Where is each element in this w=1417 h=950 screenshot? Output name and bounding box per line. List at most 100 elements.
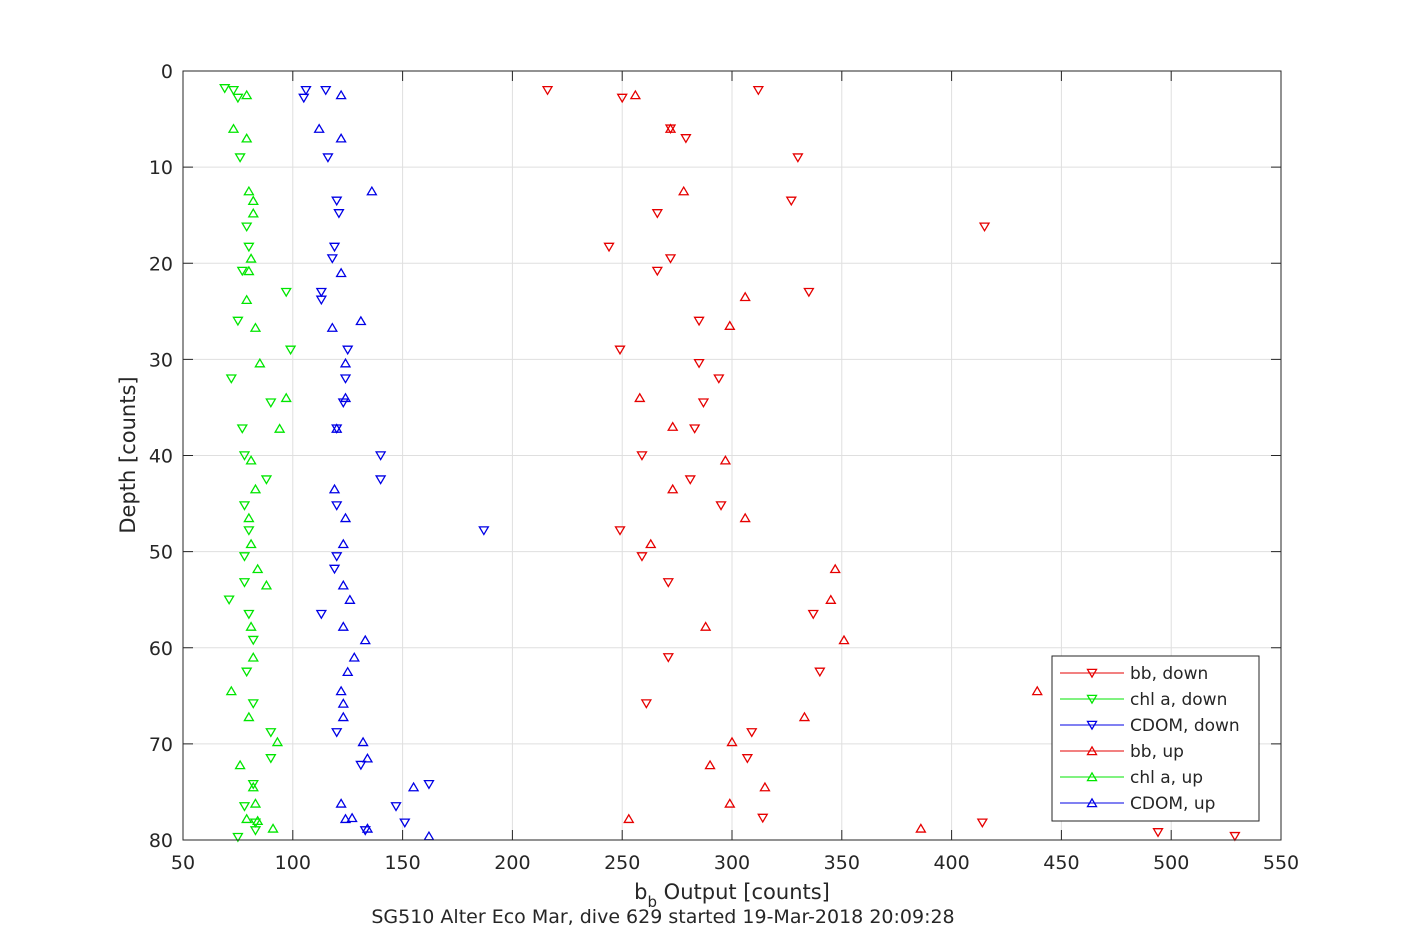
data-point: [315, 295, 327, 306]
series-bb-up: [623, 89, 1043, 833]
data-point: [243, 512, 255, 523]
data-point: [700, 621, 712, 631]
y-axis-ticks: 0 10 20 30 40 50 60 70 80: [149, 61, 1281, 852]
data-point: [280, 287, 292, 298]
data-point: [247, 635, 259, 646]
data-point: [346, 812, 358, 823]
data-point: [704, 759, 716, 770]
data-point: [335, 685, 347, 696]
data-point: [357, 736, 369, 747]
data-point: [634, 392, 646, 403]
data-point: [664, 254, 677, 264]
data-point: [724, 320, 736, 330]
data-point: [915, 823, 927, 833]
data-point: [623, 813, 635, 824]
x-tick-label: 300: [714, 852, 750, 874]
series-cdom-up: [313, 89, 435, 841]
legend-entry-label: chl a, down: [1130, 690, 1227, 710]
data-point: [423, 779, 435, 790]
data-point: [249, 798, 262, 808]
data-point: [807, 609, 819, 620]
legend-marker: [1086, 745, 1098, 756]
data-point: [241, 132, 253, 143]
data-point: [249, 818, 262, 829]
data-point: [759, 781, 771, 792]
data-point: [326, 254, 338, 264]
legend-box: [1051, 655, 1260, 822]
legend-entry-label: CDOM, down: [1130, 716, 1240, 736]
data-point: [238, 552, 251, 562]
x-tick-label: 400: [933, 852, 969, 874]
data-point: [252, 563, 264, 574]
data-point: [236, 266, 248, 277]
data-points: [219, 84, 1241, 843]
data-point: [315, 609, 327, 620]
legend: bb, down chl a, down CDOM, down bb, up chl a…: [1051, 655, 1260, 822]
data-point: [260, 475, 273, 485]
data-point: [339, 392, 352, 403]
data-point: [245, 538, 257, 549]
data-point: [375, 475, 387, 485]
x-tick-label: 100: [275, 852, 311, 874]
data-point: [838, 634, 850, 645]
data-point: [359, 826, 371, 836]
x-axis-ticks: 50 100 150 200 250 300 350 400 450 500 550: [171, 71, 1299, 874]
data-point: [260, 579, 273, 590]
data-point: [247, 652, 259, 662]
data-point: [247, 195, 259, 206]
x-axis-label: bb Output [counts]: [634, 880, 830, 911]
data-point: [741, 754, 754, 764]
data-point: [300, 85, 312, 96]
data-point: [792, 153, 804, 163]
data-point: [693, 316, 705, 327]
data-point: [337, 711, 349, 722]
data-point: [241, 222, 253, 233]
data-point: [335, 798, 347, 808]
data-point: [616, 93, 628, 104]
x-tick-label: 200: [494, 852, 530, 874]
data-point: [739, 291, 751, 302]
data-point: [339, 512, 352, 523]
data-point: [298, 93, 310, 104]
data-point: [339, 374, 352, 384]
data-point: [337, 621, 349, 631]
data-point: [399, 818, 411, 829]
y-tick-label: 20: [149, 253, 173, 275]
data-point: [249, 483, 262, 494]
data-point: [247, 699, 259, 709]
data-point: [234, 153, 246, 163]
data-point: [645, 538, 657, 549]
data-point: [243, 185, 255, 196]
data-point: [243, 609, 255, 620]
data-point: [757, 813, 769, 824]
data-point: [320, 85, 332, 96]
data-point: [245, 253, 257, 263]
data-point: [243, 265, 255, 276]
data-point: [680, 134, 692, 144]
data-point: [271, 736, 284, 747]
data-point: [335, 267, 347, 278]
data-point: [355, 760, 367, 771]
data-point: [339, 357, 352, 368]
data-point: [335, 132, 347, 143]
data-point: [713, 374, 725, 384]
data-point: [664, 123, 677, 133]
y-tick-label: 70: [149, 734, 173, 756]
data-point: [247, 779, 259, 790]
y-tick-label: 80: [149, 830, 173, 852]
data-point: [284, 345, 297, 356]
y-tick-label: 40: [149, 446, 173, 468]
data-point: [243, 526, 255, 536]
data-point: [241, 294, 253, 305]
data-point: [348, 652, 360, 662]
data-point: [252, 815, 264, 826]
data-point: [541, 85, 554, 96]
legend-marker: [1086, 720, 1098, 731]
data-point: [227, 123, 240, 133]
series-chl-a-up: [225, 89, 292, 833]
data-point: [328, 242, 341, 253]
data-point: [375, 451, 387, 461]
data-point: [355, 315, 367, 326]
data-point: [359, 634, 371, 645]
data-point: [407, 781, 420, 792]
